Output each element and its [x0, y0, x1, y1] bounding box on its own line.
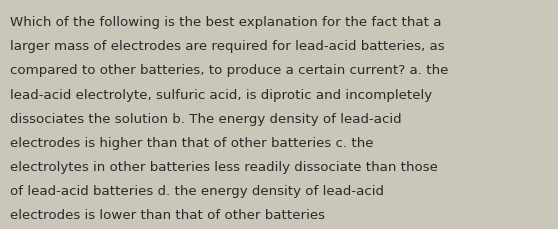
Text: electrolytes in other batteries less readily dissociate than those: electrolytes in other batteries less rea…: [10, 160, 438, 173]
Text: Which of the following is the best explanation for the fact that a: Which of the following is the best expla…: [10, 16, 441, 29]
Text: compared to other batteries, to produce a certain current? a. the: compared to other batteries, to produce …: [10, 64, 449, 77]
Text: electrodes is lower than that of other batteries: electrodes is lower than that of other b…: [10, 208, 325, 221]
Text: lead-acid electrolyte, sulfuric acid, is diprotic and incompletely: lead-acid electrolyte, sulfuric acid, is…: [10, 88, 432, 101]
Text: dissociates the solution b. The energy density of lead-acid: dissociates the solution b. The energy d…: [10, 112, 402, 125]
Text: electrodes is higher than that of other batteries c. the: electrodes is higher than that of other …: [10, 136, 373, 149]
Text: larger mass of electrodes are required for lead-acid batteries, as: larger mass of electrodes are required f…: [10, 40, 445, 53]
Text: of lead-acid batteries d. the energy density of lead-acid: of lead-acid batteries d. the energy den…: [10, 184, 384, 197]
